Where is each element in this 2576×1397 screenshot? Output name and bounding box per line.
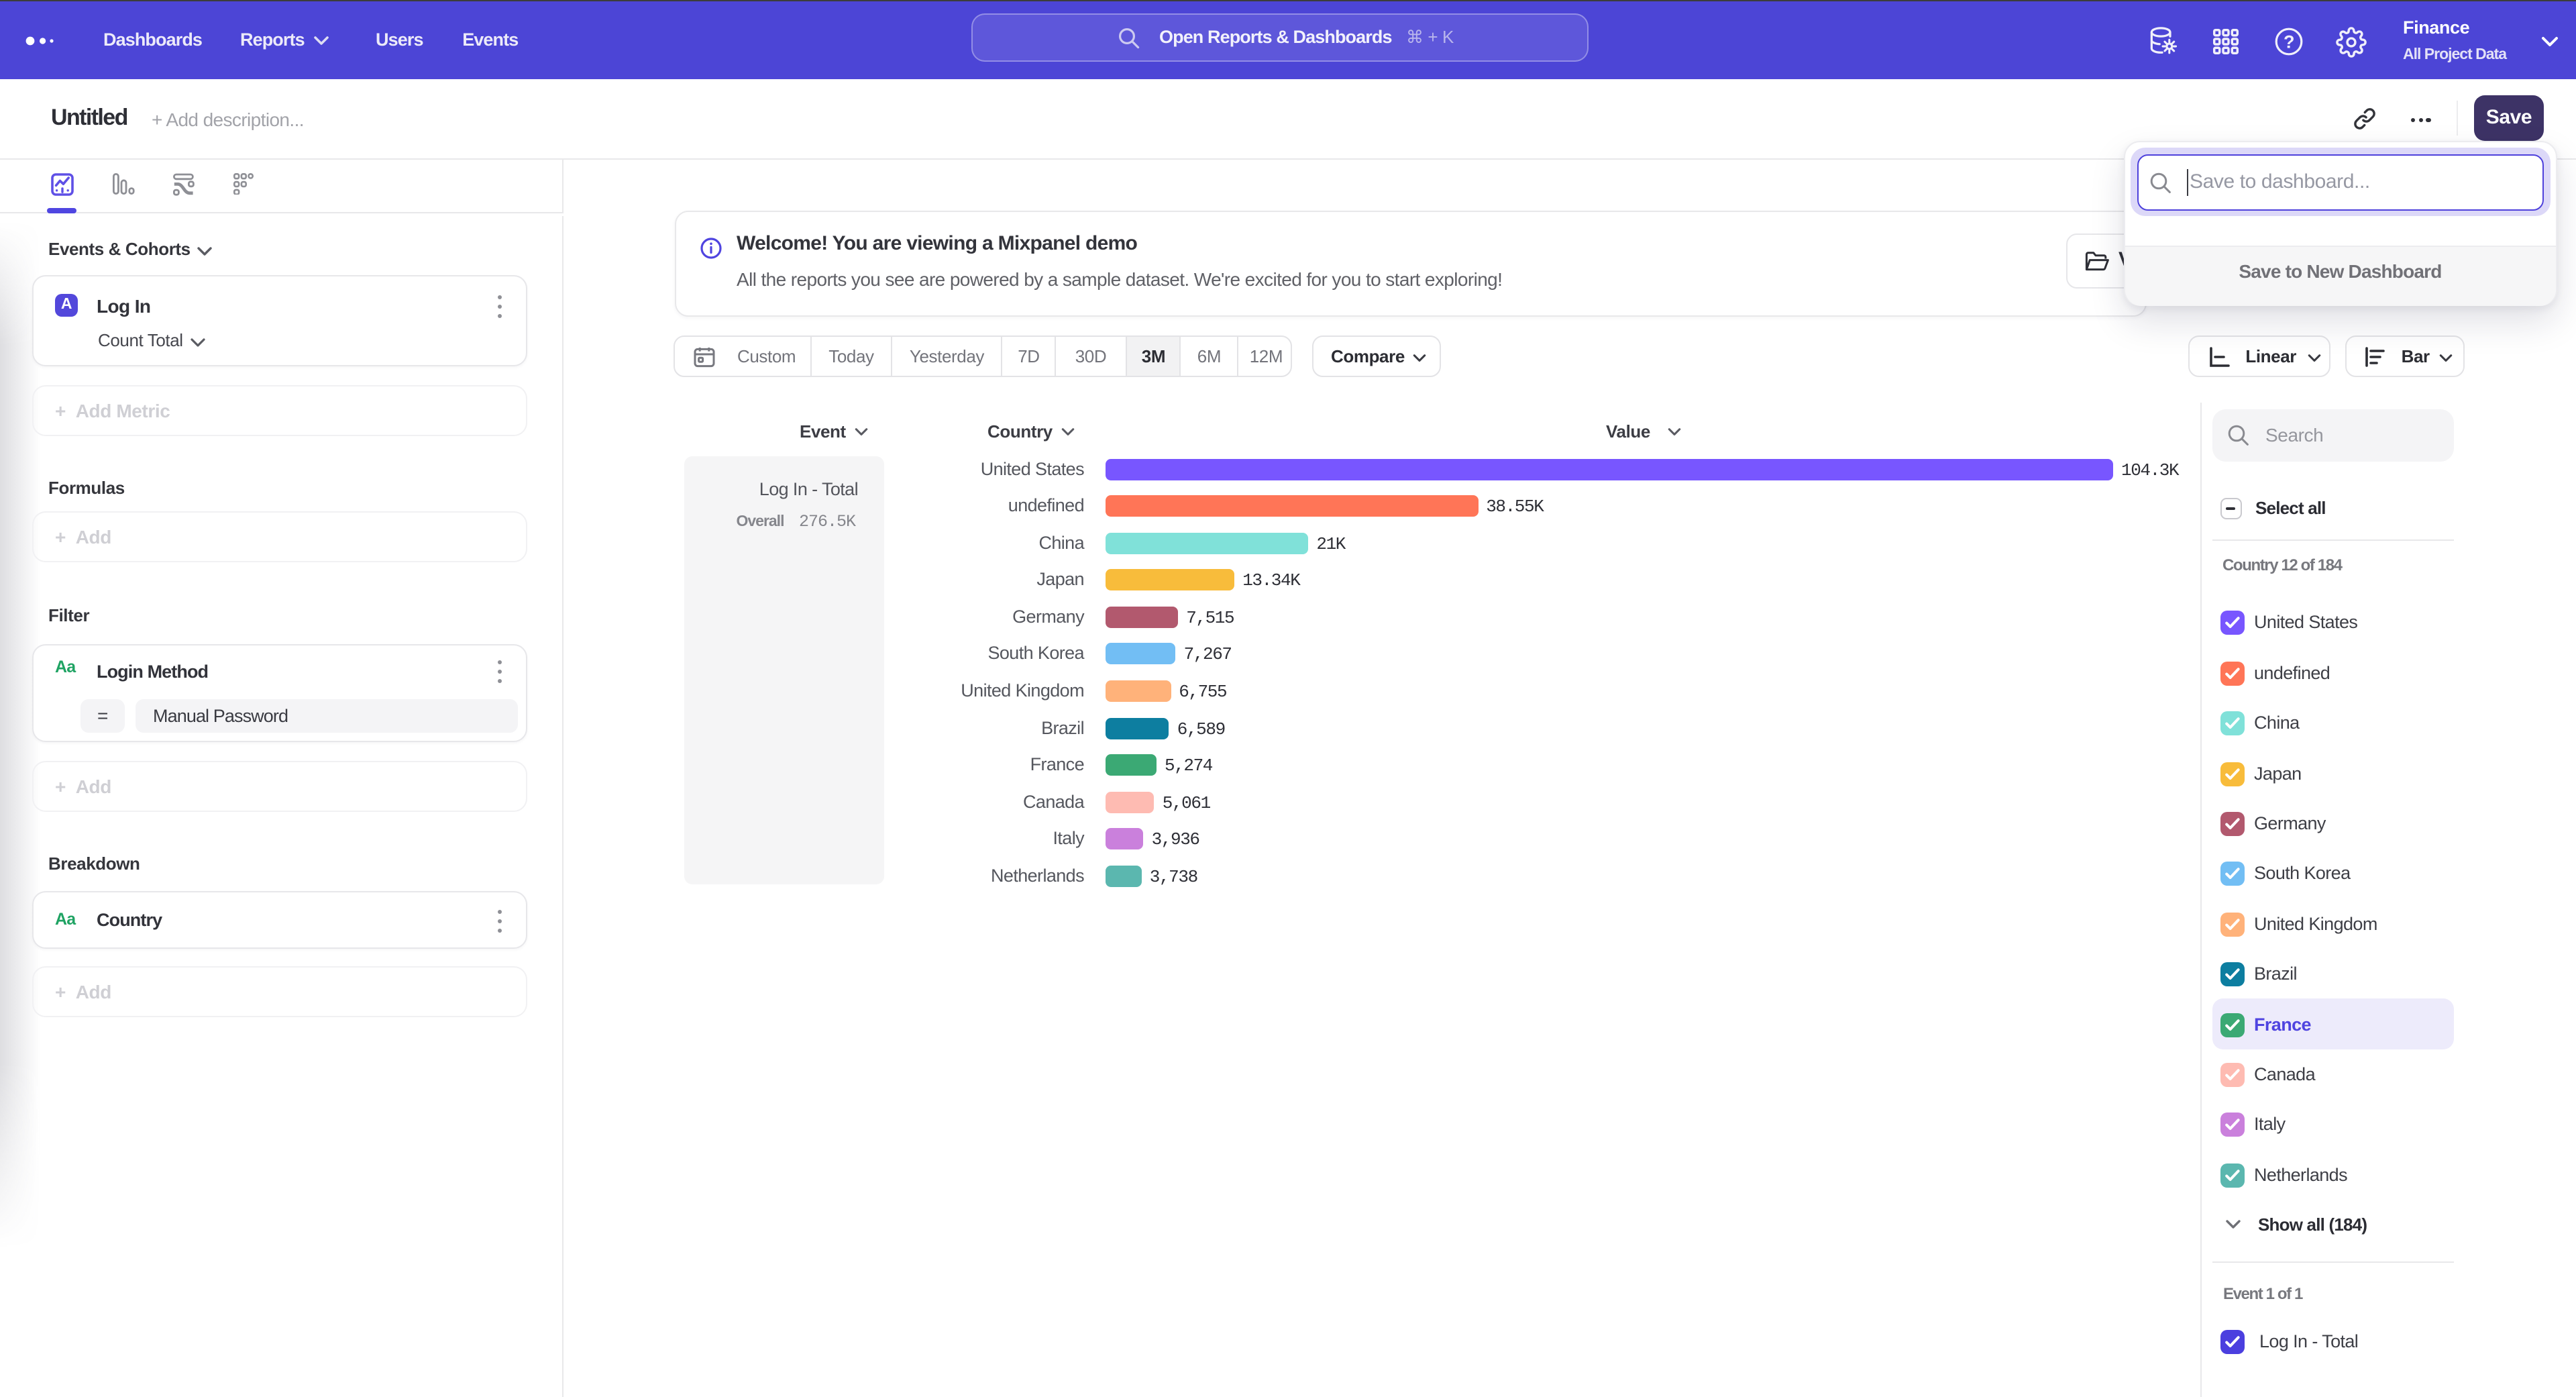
- svg-text:?: ?: [2284, 32, 2294, 52]
